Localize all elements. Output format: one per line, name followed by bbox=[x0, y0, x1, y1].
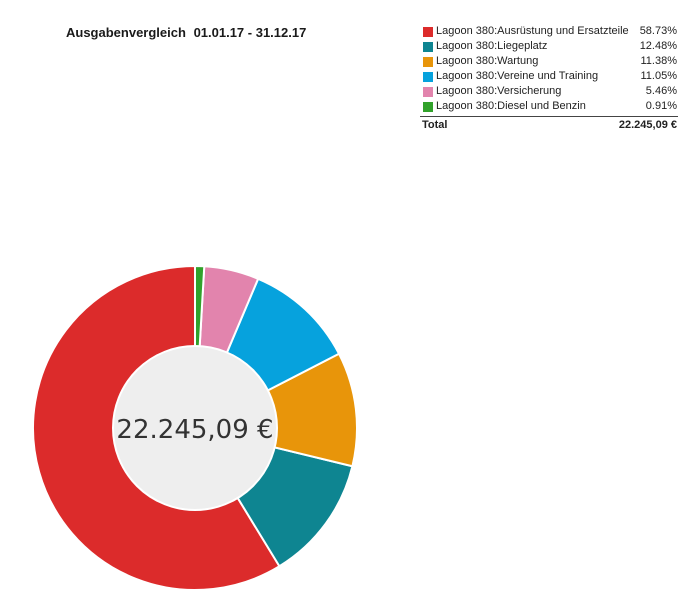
legend-item: Lagoon 380:Versicherung 5.46% bbox=[420, 84, 678, 99]
legend-swatch bbox=[423, 102, 433, 112]
donut-center-total: 22.245,09 € bbox=[116, 415, 273, 445]
chart-title-text: Ausgabenvergleich bbox=[66, 25, 186, 40]
legend-percent: 0.91% bbox=[645, 100, 677, 112]
legend-item: Lagoon 380:Wartung 11.38% bbox=[420, 54, 678, 69]
legend-label: Lagoon 380:Liegeplatz bbox=[436, 40, 548, 52]
legend-total-value: 22.245,09 € bbox=[618, 119, 677, 131]
legend-label: Lagoon 380:Wartung bbox=[436, 55, 539, 67]
legend-total-label: Total bbox=[422, 119, 448, 131]
legend-percent: 12.48% bbox=[639, 40, 677, 52]
legend-item: Lagoon 380:Ausrüstung und Ersatzteile 58… bbox=[420, 24, 678, 39]
legend-label: Lagoon 380:Versicherung bbox=[436, 85, 562, 97]
legend-label: Lagoon 380:Vereine und Training bbox=[436, 70, 599, 82]
legend-label: Lagoon 380:Diesel und Benzin bbox=[436, 100, 586, 112]
legend-percent: 11.05% bbox=[640, 70, 678, 82]
legend-swatch bbox=[423, 27, 433, 37]
legend-item: Lagoon 380:Liegeplatz 12.48% bbox=[420, 39, 678, 54]
legend-total-row: Total 22.245,09 € bbox=[420, 116, 678, 133]
legend-swatch bbox=[423, 87, 433, 97]
legend-item: Lagoon 380:Diesel und Benzin 0.91% bbox=[420, 99, 678, 114]
legend-item: Lagoon 380:Vereine und Training 11.05% bbox=[420, 69, 678, 84]
legend-percent: 5.46% bbox=[645, 85, 677, 97]
donut-hole bbox=[112, 345, 278, 511]
legend-percent: 11.38% bbox=[640, 55, 678, 67]
legend-label: Lagoon 380:Ausrüstung und Ersatzteile bbox=[436, 25, 629, 37]
legend-swatch bbox=[423, 42, 433, 52]
legend-percent: 58.73% bbox=[639, 25, 677, 37]
chart-date-range: 01.01.17 - 31.12.17 bbox=[193, 25, 307, 40]
legend-swatch bbox=[423, 57, 433, 67]
chart-legend: Lagoon 380:Ausrüstung und Ersatzteile 58… bbox=[420, 24, 678, 133]
chart-title: Ausgabenvergleich 01.01.17 - 31.12.17 bbox=[66, 25, 306, 40]
legend-swatch bbox=[423, 72, 433, 82]
